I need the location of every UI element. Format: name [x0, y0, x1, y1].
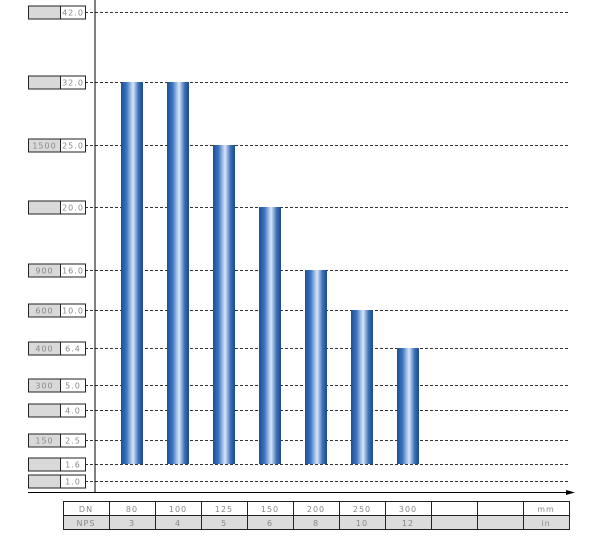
bar-200: [305, 270, 327, 464]
tick-box: [60, 263, 86, 278]
alt-tick-label: 300: [35, 382, 53, 391]
table-cell-text: 4: [175, 519, 181, 528]
table-cell-text: mm: [537, 505, 555, 514]
bar-80: [121, 82, 143, 464]
y-tick-label: 20.0: [62, 204, 84, 213]
y-tick-label: 6.4: [65, 345, 81, 354]
row-label: DN: [79, 505, 93, 514]
y-tick-label: 5.0: [65, 382, 81, 391]
tick-box: [60, 474, 86, 489]
table-cell-text: 6: [267, 519, 273, 528]
table-cell-text: 200: [307, 505, 325, 514]
table-cell: [477, 501, 524, 516]
table-cell-text: 5: [221, 519, 227, 528]
tick-box: [60, 5, 86, 20]
y-tick-label: 1.0: [65, 478, 81, 487]
table-cell-text: 3: [129, 519, 135, 528]
bar-150: [259, 207, 281, 464]
alt-tick-label: 1500: [32, 142, 56, 151]
tick-box: [60, 341, 86, 356]
y-tick-label: 10.0: [62, 307, 84, 316]
alt-tick-box: [28, 474, 61, 489]
table-cell-text: 80: [126, 505, 138, 514]
tick-box: [60, 403, 86, 418]
table-cell-text: 125: [215, 505, 233, 514]
table-cell: [523, 515, 570, 530]
table-cell-text: 150: [261, 505, 279, 514]
alt-tick-box: [28, 75, 61, 90]
alt-tick-box: [28, 403, 61, 418]
tick-box: [60, 303, 86, 318]
y-tick-label: 42.0: [62, 9, 84, 18]
table-cell: [431, 501, 478, 516]
alt-tick-label: 600: [35, 307, 53, 316]
y-tick-label: 1.6: [65, 461, 81, 470]
tick-box: [60, 75, 86, 90]
tick-box: [60, 457, 86, 472]
table-cell-text: 8: [313, 519, 319, 528]
bar-250: [351, 310, 373, 464]
alt-tick-label: 150: [35, 437, 53, 446]
table-cell-text: 12: [402, 519, 414, 528]
y-tick-label: 25.0: [62, 142, 84, 151]
bar-100: [167, 82, 189, 464]
y-tick-label: 32.0: [62, 79, 84, 88]
row-label: NPS: [77, 519, 96, 528]
alt-tick-box: [28, 200, 61, 215]
table-cell-text: 10: [356, 519, 368, 528]
alt-tick-box: [28, 457, 61, 472]
table-cell-text: in: [541, 519, 550, 528]
alt-tick-box: [28, 5, 61, 20]
y-tick-label: 4.0: [65, 407, 81, 416]
table-cell-text: 300: [399, 505, 417, 514]
x-axis-arrow-icon: [566, 490, 575, 495]
table-cell: [431, 515, 478, 530]
table-cell: [477, 515, 524, 530]
tick-box: [60, 433, 86, 448]
y-tick-label: 2.5: [65, 437, 81, 446]
tick-box: [60, 200, 86, 215]
bar-125: [213, 145, 235, 464]
y-tick-label: 16.0: [62, 267, 84, 276]
tick-box: [60, 378, 86, 393]
bar-300: [397, 348, 419, 464]
alt-tick-label: 400: [35, 345, 53, 354]
table-cell-text: 250: [353, 505, 371, 514]
alt-tick-label: 900: [35, 267, 53, 276]
table-cell-text: 100: [169, 505, 187, 514]
tick-box: [60, 138, 86, 153]
